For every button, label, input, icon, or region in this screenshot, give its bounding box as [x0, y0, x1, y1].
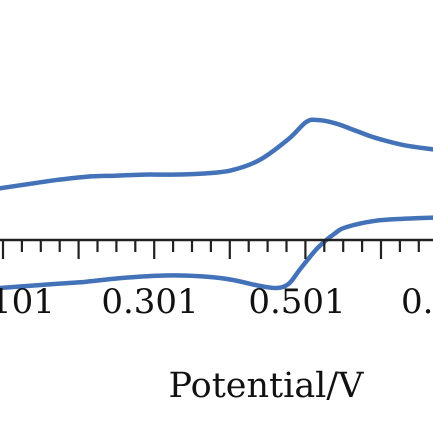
series-line-0 [0, 117, 433, 191]
x-tick-label-2: 0.501 [248, 282, 345, 322]
x-axis-tick-labels: 101 0.301 0.501 0. [0, 282, 433, 322]
x-axis-ticks [1, 240, 420, 259]
x-tick-label-0: 101 [0, 282, 55, 322]
x-tick-label-3: 0. [401, 282, 433, 322]
series-layer [0, 117, 433, 291]
series-line-1 [0, 215, 433, 291]
x-axis-title: Potential/V [169, 366, 365, 406]
x-tick-label-1: 0.301 [101, 282, 198, 322]
